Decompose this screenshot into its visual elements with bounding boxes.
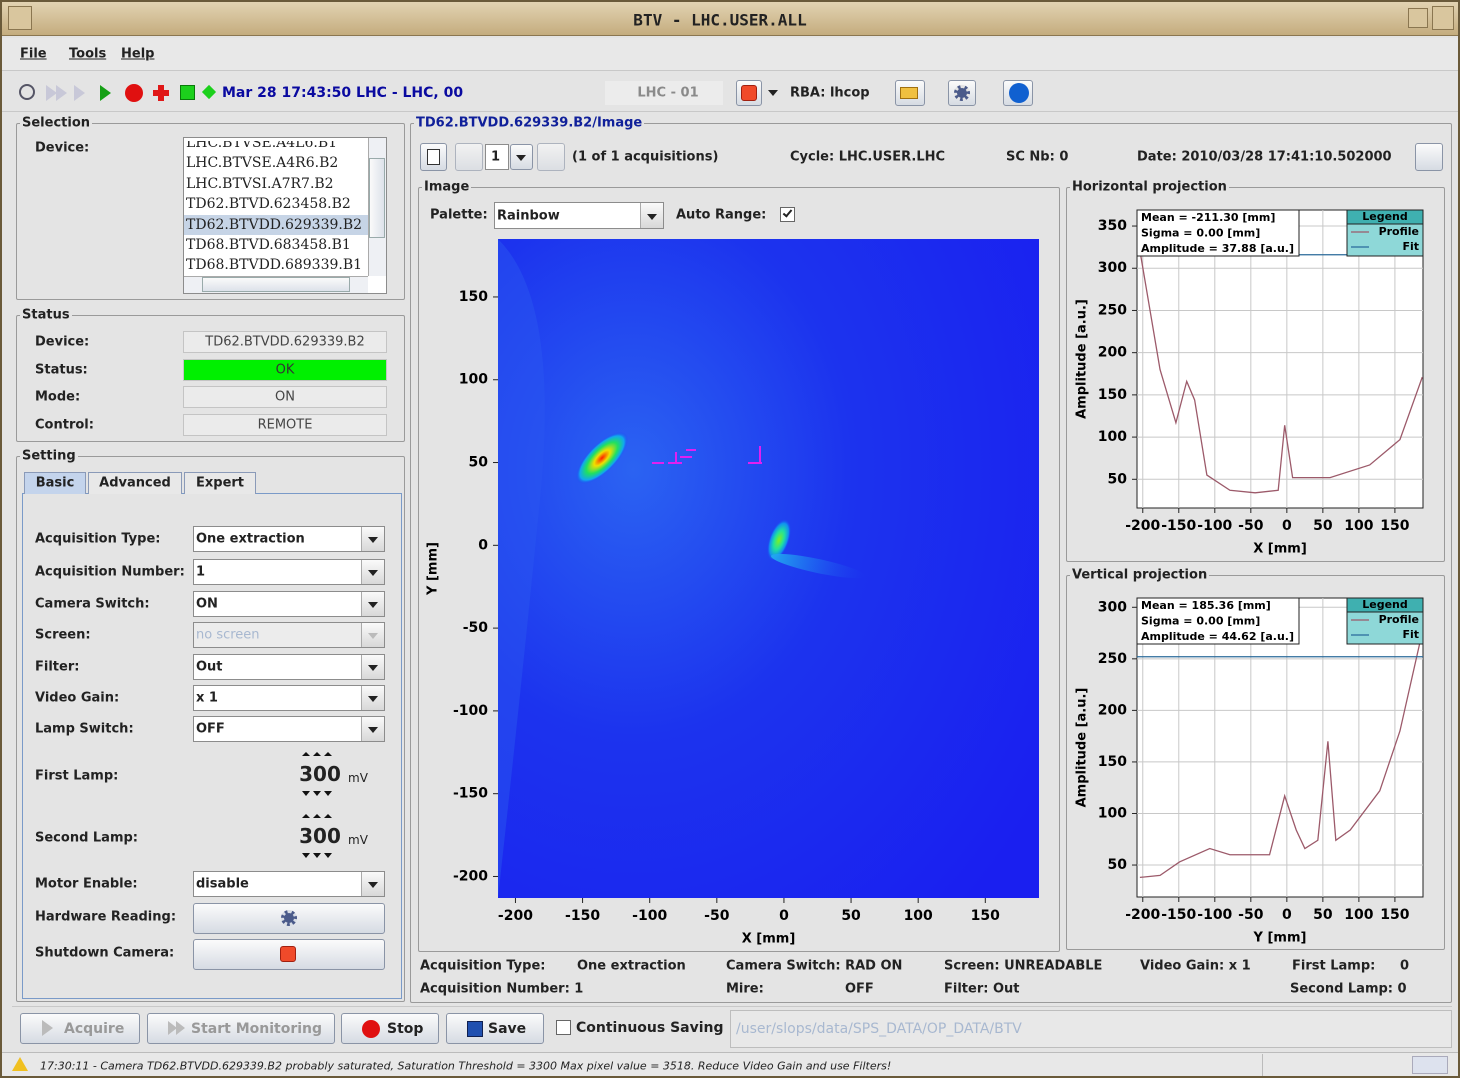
legend-entry: Fit [1402, 240, 1419, 253]
y-tick-label: 200 [1098, 702, 1127, 718]
legend-entry: Profile [1379, 225, 1419, 238]
camera-image [498, 239, 1039, 898]
y-tick-label: 0 [478, 537, 488, 553]
y-tick-label: 300 [1098, 599, 1127, 615]
y-tick-label: -100 [453, 703, 488, 719]
x-tick-label: 150 [1380, 907, 1409, 923]
legend-title: Legend [1362, 598, 1408, 611]
legend-entry: Profile [1379, 613, 1419, 626]
y-tick-label: -50 [463, 620, 489, 636]
x-tick-label: -50 [1238, 907, 1264, 923]
x-tick-label: -50 [1238, 518, 1264, 534]
x-tick-label: 100 [904, 908, 933, 924]
stats-text: Mean = -211.30 [mm] [1141, 211, 1275, 224]
x-axis-label: X [mm] [742, 932, 796, 947]
x-tick-label: -200 [1125, 518, 1160, 534]
x-tick-label: 150 [1380, 518, 1409, 534]
legend-title: Legend [1362, 210, 1408, 223]
stats-text: Amplitude = 44.62 [a.u.] [1141, 630, 1294, 643]
y-axis-label: Y [mm] [426, 542, 441, 596]
stats-text: Mean = 185.36 [mm] [1141, 599, 1271, 612]
x-tick-label: 0 [1282, 518, 1292, 534]
x-tick-label: 0 [779, 908, 789, 924]
x-tick-label: -50 [704, 908, 730, 924]
y-tick-label: 150 [1098, 754, 1127, 770]
x-tick-label: 150 [971, 908, 1000, 924]
y-tick-label: 50 [469, 455, 489, 471]
x-tick-label: -150 [565, 908, 600, 924]
y-tick-label: 50 [1108, 471, 1128, 487]
y-tick-label: 200 [1098, 345, 1127, 361]
stats-text: Amplitude = 37.88 [a.u.] [1141, 242, 1294, 255]
y-axis-label: Amplitude [a.u.] [1075, 688, 1090, 808]
y-tick-label: 100 [1098, 429, 1127, 445]
x-tick-label: -100 [632, 908, 667, 924]
y-tick-label: 100 [1098, 805, 1127, 821]
y-tick-label: 150 [1098, 387, 1127, 403]
legend-entry: Fit [1402, 628, 1419, 641]
y-axis-label: Amplitude [a.u.] [1075, 299, 1090, 419]
x-tick-label: 50 [1313, 907, 1333, 923]
x-tick-label: -200 [1125, 907, 1160, 923]
y-tick-label: -150 [453, 786, 488, 802]
y-tick-label: 50 [1108, 857, 1128, 873]
y-tick-label: 350 [1098, 218, 1127, 234]
x-tick-label: -100 [1197, 518, 1232, 534]
y-tick-label: 250 [1098, 302, 1127, 318]
y-tick-label: -200 [453, 868, 488, 884]
y-tick-label: 250 [1098, 651, 1127, 667]
x-tick-label: 50 [841, 908, 861, 924]
y-tick-label: 100 [459, 372, 488, 388]
x-tick-label: -150 [1161, 518, 1196, 534]
x-tick-label: 100 [1344, 518, 1373, 534]
x-axis-label: Y [mm] [1253, 931, 1307, 946]
x-tick-label: -150 [1161, 907, 1196, 923]
x-tick-label: 50 [1313, 518, 1333, 534]
x-tick-label: 0 [1282, 907, 1292, 923]
stats-text: Sigma = 0.00 [mm] [1141, 615, 1260, 628]
y-tick-label: 300 [1098, 260, 1127, 276]
x-axis-label: X [mm] [1253, 542, 1307, 557]
x-tick-label: -200 [498, 908, 533, 924]
y-tick-label: 150 [459, 289, 488, 305]
stats-text: Sigma = 0.00 [mm] [1141, 227, 1260, 240]
x-tick-label: 100 [1344, 907, 1373, 923]
plots: -200-150-100-50050100150-200-150-100-500… [0, 0, 1460, 1078]
x-tick-label: -100 [1197, 907, 1232, 923]
